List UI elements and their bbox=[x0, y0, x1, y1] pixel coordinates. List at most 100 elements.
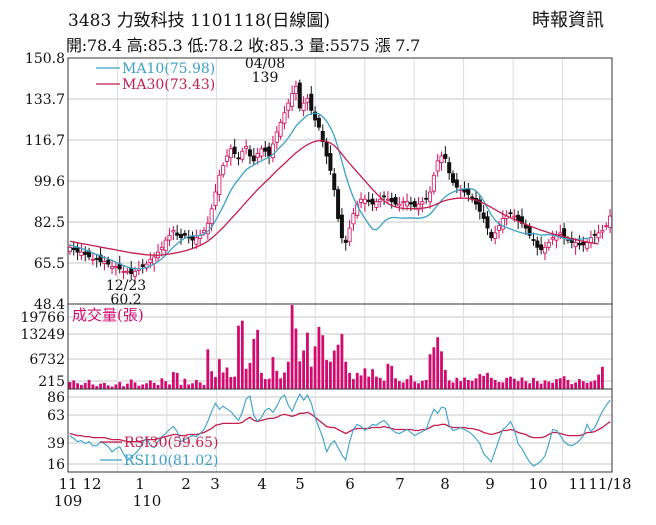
rsi30-line bbox=[69, 411, 611, 443]
candle-body bbox=[217, 174, 222, 195]
candle-body bbox=[282, 112, 287, 124]
candle-body bbox=[366, 199, 371, 203]
price-tick-label: 133.7 bbox=[25, 92, 65, 108]
candle-body bbox=[125, 270, 130, 273]
candle-body bbox=[389, 198, 394, 203]
candle-body bbox=[236, 157, 241, 160]
candle-body bbox=[439, 155, 444, 163]
volume-bar bbox=[532, 377, 535, 389]
candle-body bbox=[320, 130, 325, 143]
volume-bar bbox=[512, 378, 516, 389]
volume-bar bbox=[382, 380, 386, 389]
volume-bar bbox=[432, 347, 436, 389]
volume-bar bbox=[570, 384, 574, 389]
ma10-line bbox=[69, 112, 592, 270]
volume-bar bbox=[283, 372, 286, 389]
volume-bar bbox=[83, 382, 87, 389]
candle-body bbox=[596, 232, 601, 239]
candle-body bbox=[71, 247, 76, 251]
volume-bar bbox=[118, 382, 122, 389]
candle-body bbox=[221, 165, 226, 175]
candle-body bbox=[259, 148, 264, 157]
volume-bar bbox=[114, 384, 118, 389]
candle-body bbox=[546, 242, 551, 248]
volume-bar bbox=[160, 378, 164, 389]
candle-body bbox=[328, 153, 333, 171]
volume-bar bbox=[244, 368, 248, 389]
candle-body bbox=[167, 234, 172, 241]
date-tick-label: 7 bbox=[395, 475, 405, 493]
candle-body bbox=[359, 198, 364, 203]
volume-bar bbox=[198, 382, 202, 389]
volume-bar bbox=[248, 362, 252, 389]
ohlc-quote: 開:78.4 高:85.3 低:78.2 收:85.3 量:5575 漲 7.7 bbox=[66, 36, 421, 55]
candle-body bbox=[558, 232, 563, 235]
volume-bar bbox=[325, 360, 328, 389]
chart-title: 3483 力致科技 1101118(日線圖) bbox=[68, 11, 331, 31]
volume-bar bbox=[601, 366, 604, 389]
candle-body bbox=[539, 244, 544, 251]
volume-bar bbox=[340, 333, 344, 389]
year-tick-label: 110 bbox=[133, 492, 162, 510]
candle-body bbox=[431, 174, 436, 192]
candle-body bbox=[244, 146, 249, 150]
volume-bar bbox=[194, 379, 198, 389]
volume-bar bbox=[352, 379, 355, 389]
candle-body bbox=[251, 155, 256, 162]
candle-body bbox=[133, 270, 138, 277]
candle-body bbox=[489, 231, 494, 239]
candle-body bbox=[121, 270, 126, 273]
volume-bar bbox=[578, 379, 581, 389]
candle-body bbox=[374, 201, 379, 208]
date-tick-label: 4 bbox=[257, 475, 267, 493]
volume-bar bbox=[233, 376, 237, 389]
volume-bar bbox=[329, 361, 332, 389]
candle-body bbox=[428, 191, 433, 203]
volume-bar bbox=[405, 379, 409, 389]
volume-bar bbox=[321, 335, 325, 389]
volume-bar bbox=[260, 372, 263, 389]
candle-body bbox=[416, 203, 421, 211]
volume-bar bbox=[409, 375, 413, 389]
candle-body bbox=[600, 230, 605, 233]
candle-body bbox=[351, 213, 356, 225]
volume-bar bbox=[420, 380, 424, 389]
volume-bar bbox=[91, 384, 95, 389]
candle-body bbox=[79, 251, 84, 256]
volume-bar bbox=[478, 374, 482, 389]
volume-bar bbox=[317, 326, 321, 389]
candle-body bbox=[106, 259, 111, 265]
candle-body bbox=[332, 173, 337, 191]
low-date-label: 12/23 bbox=[106, 278, 146, 294]
volume-bar bbox=[440, 351, 443, 389]
candle-body bbox=[451, 173, 456, 183]
volume-bar bbox=[313, 346, 317, 389]
volume-bar bbox=[183, 378, 187, 389]
volume-bar bbox=[252, 338, 256, 389]
candle-body bbox=[550, 237, 555, 240]
candle-body bbox=[240, 150, 245, 160]
volume-bar bbox=[122, 386, 125, 389]
date-tick-label: 1 bbox=[135, 475, 145, 493]
volume-bar bbox=[95, 386, 99, 389]
date-tick-label: 6 bbox=[345, 475, 355, 493]
volume-bar bbox=[397, 381, 401, 389]
volume-bar bbox=[125, 383, 129, 389]
candle-body bbox=[397, 203, 402, 207]
volume-bar bbox=[371, 369, 374, 389]
price-tick-label: 99.6 bbox=[34, 174, 65, 190]
candle-body bbox=[278, 121, 283, 137]
panel-frame bbox=[67, 388, 613, 473]
volume-bar bbox=[256, 329, 260, 389]
candle-body bbox=[385, 198, 390, 201]
volume-bar bbox=[175, 372, 179, 389]
volume-bar bbox=[225, 367, 229, 389]
candle-body bbox=[159, 246, 164, 250]
candle-body bbox=[293, 85, 298, 94]
rsi-tick-label: 39 bbox=[47, 436, 65, 452]
candle-body bbox=[412, 201, 417, 207]
volume-bar bbox=[516, 381, 520, 389]
volume-bar bbox=[275, 370, 279, 389]
volume-bar bbox=[466, 379, 470, 389]
candle-body bbox=[443, 153, 448, 159]
